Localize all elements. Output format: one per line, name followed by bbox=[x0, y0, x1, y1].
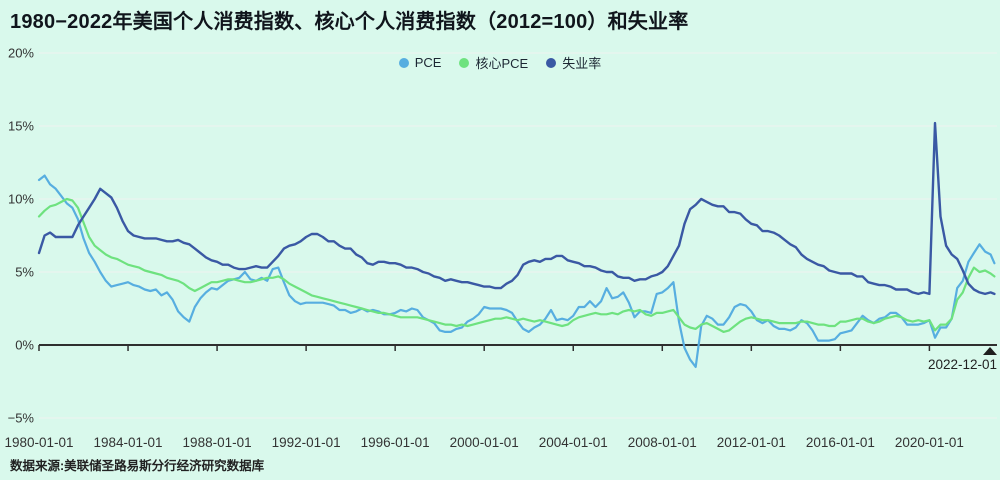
x-tick-label: 2016-01-01 bbox=[806, 435, 875, 450]
last-date-annotation: 2022-12-01 bbox=[927, 357, 997, 372]
core-pce-line bbox=[37, 197, 996, 333]
y-tick-label: 0% bbox=[15, 338, 34, 353]
legend-item-unemployment: 失业率 bbox=[546, 53, 601, 72]
y-tick-label: 20% bbox=[8, 46, 34, 61]
y-tick-label: 10% bbox=[8, 192, 34, 207]
chart-title: 1980−2022年美国个人消费指数、核心个人消费指数（2012=100）和失业… bbox=[10, 11, 689, 33]
axis-end-marker-icon bbox=[983, 347, 997, 355]
x-tick-label: 1988-01-01 bbox=[183, 435, 252, 450]
y-tick-label: 5% bbox=[15, 265, 34, 280]
x-tick-label: 1984-01-01 bbox=[94, 435, 163, 450]
legend-item-pce: PCE bbox=[398, 55, 442, 70]
x-tick-label: 2012-01-01 bbox=[717, 435, 786, 450]
core-pce-legend-dot-icon bbox=[459, 57, 470, 68]
legend-label-pce: PCE bbox=[414, 55, 442, 70]
x-tick-label: 1980-01-01 bbox=[4, 435, 73, 450]
data-source-note: 数据来源:美联储圣路易斯分行经济研究数据库 bbox=[10, 459, 265, 473]
x-axis-labels: 1980-01-01 1984-01-01 1988-01-01 1992-01-01… bbox=[4, 435, 963, 450]
x-tick-label: 2020-01-01 bbox=[895, 435, 964, 450]
y-axis-labels: 20% 15% 10% 5% 0% −5% bbox=[8, 46, 35, 426]
unemployment-legend-dot-icon bbox=[546, 57, 557, 68]
x-tick-label: 1992-01-01 bbox=[272, 435, 341, 450]
pce-line bbox=[37, 174, 996, 368]
pce-legend-dot-icon bbox=[398, 57, 409, 68]
legend-label-unemployment: 失业率 bbox=[562, 56, 602, 71]
y-tick-label: −5% bbox=[8, 411, 35, 426]
y-tick-label: 15% bbox=[8, 119, 34, 134]
chart-legend: PCE 核心PCE 失业率 bbox=[0, 53, 1000, 72]
gridlines bbox=[39, 52, 997, 419]
x-tick-label: 2004-01-01 bbox=[539, 435, 608, 450]
x-tick-label: 2008-01-01 bbox=[628, 435, 697, 450]
legend-item-core-pce: 核心PCE bbox=[459, 53, 528, 72]
x-tick-label: 1996-01-01 bbox=[361, 435, 430, 450]
legend-label-core-pce: 核心PCE bbox=[475, 56, 529, 71]
x-axis-ticks bbox=[38, 345, 931, 351]
x-tick-label: 2000-01-01 bbox=[450, 435, 519, 450]
unemployment-line bbox=[37, 121, 996, 296]
